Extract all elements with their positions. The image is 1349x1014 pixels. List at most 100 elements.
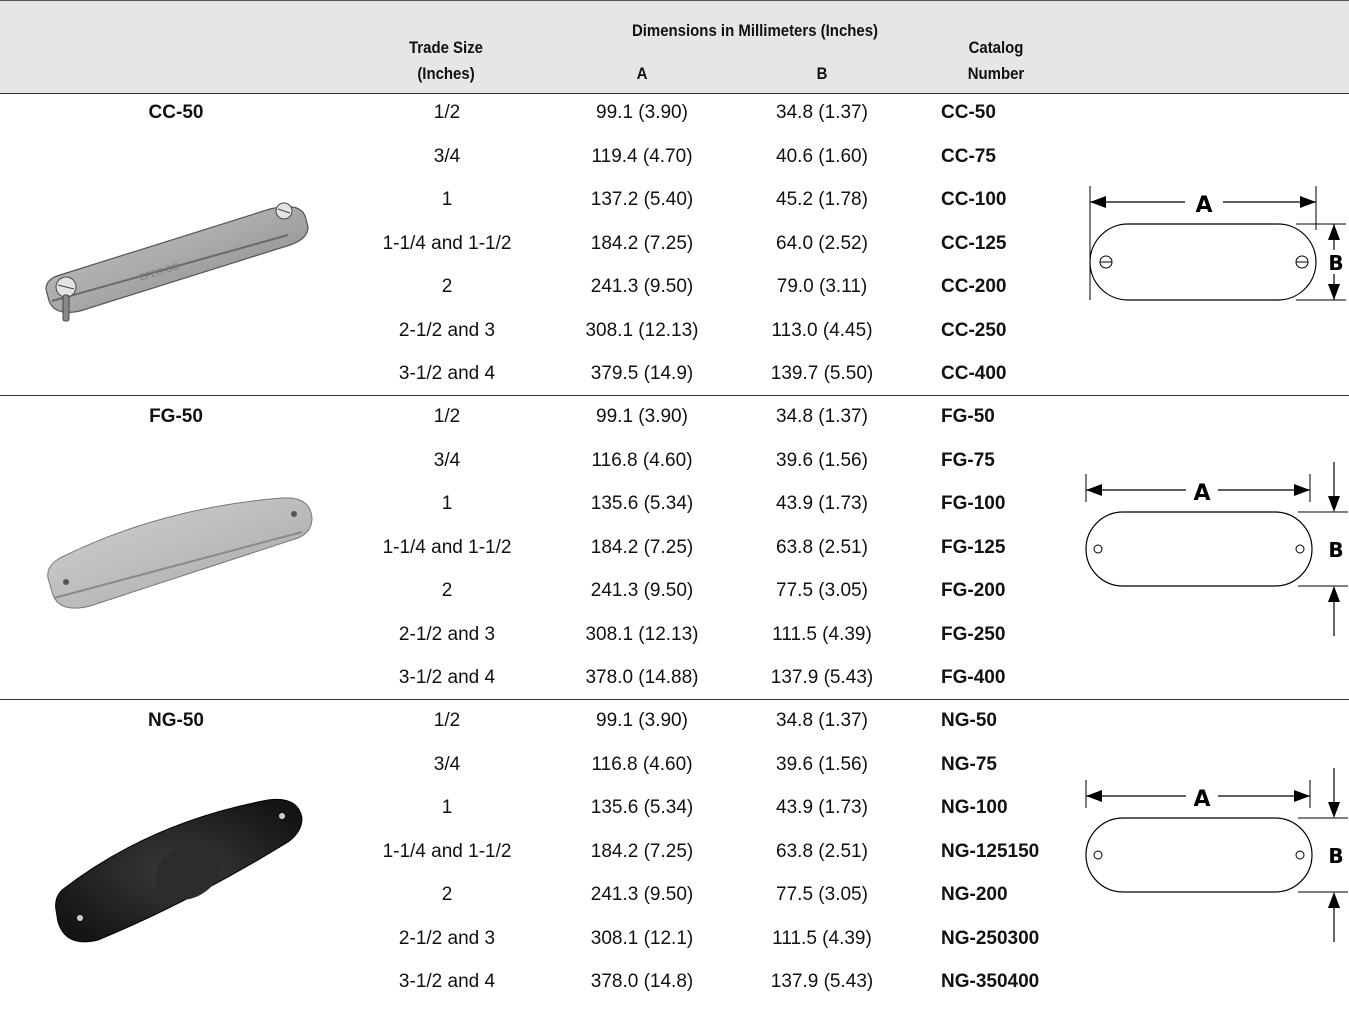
- trade-size-cell: 1-1/4 and 1-1/2: [382, 536, 512, 558]
- catalog-number-cell: FG-100: [941, 493, 1006, 514]
- table-row: 1/2 99.1 (3.90) 34.8 (1.37) NG-50: [0, 710, 1080, 753]
- trade-size-cell: 1-1/4 and 1-1/2: [382, 232, 512, 254]
- dimension-b-label: B: [1328, 844, 1343, 868]
- dimension-a-label: A: [1193, 787, 1210, 812]
- catalog-number-cell: NG-50: [941, 710, 997, 731]
- catalog-number-cell: CC-400: [941, 363, 1007, 384]
- dimension-b-cell: 63.8 (2.51): [776, 840, 868, 862]
- trade-size-cell: 2-1/2 and 3: [398, 927, 496, 949]
- trade-size-header: Trade Size: [408, 38, 484, 57]
- trade-size-cell: 3-1/2 and 4: [398, 363, 496, 384]
- catalog-number-cell: CC-50: [941, 102, 996, 123]
- catalog-number-cell: CC-250: [941, 319, 1007, 341]
- catalog-number-cell: FG-75: [941, 449, 995, 471]
- table-row: 3/4 119.4 (4.70) 40.6 (1.60) CC-75: [0, 146, 1080, 189]
- ng-cover-photo: [55, 798, 303, 943]
- table-row: 1/2 99.1 (3.90) 34.8 (1.37) CC-50: [0, 102, 1080, 145]
- table-row: 2-1/2 and 3 308.1 (12.13) 113.0 (4.45) CC-2…: [0, 320, 1080, 363]
- table-row: 1-1/4 and 1-1/2 184.2 (7.25) 63.8 (2.51) FG…: [0, 537, 1080, 580]
- table-row: 3/4 116.8 (4.60) 39.6 (1.56) NG-75: [0, 754, 1080, 797]
- dimension-a-cell: 184.2 (7.25): [590, 232, 694, 254]
- catalog-number-cell: NG-250300: [941, 927, 1040, 949]
- dimension-b-cell: 43.9 (1.73): [776, 797, 868, 818]
- catalog-number-cell: NG-100: [941, 797, 1008, 818]
- dimension-a-cell: 135.6 (5.34): [590, 493, 694, 514]
- catalog-number-cell: FG-125: [941, 536, 1006, 558]
- dimension-b-cell: 45.2 (1.78): [776, 189, 868, 210]
- dimension-b-cell: 40.6 (1.60): [776, 145, 868, 167]
- cc-cover-photo: EFEG-CO: [45, 202, 309, 322]
- catalog-number-cell: NG-75: [941, 753, 997, 775]
- trade-size-cell: 3-1/2 and 4: [398, 971, 496, 992]
- catalog-number-cell: FG-250: [941, 623, 1006, 645]
- section-divider: [0, 699, 1349, 700]
- trade-size-cell: 1/2: [433, 102, 461, 123]
- trade-size-cell: 2-1/2 and 3: [398, 623, 496, 645]
- column-b-header: B: [816, 64, 828, 83]
- dimension-b-cell: 43.9 (1.73): [776, 493, 868, 514]
- dimension-b-cell: 139.7 (5.50): [770, 363, 874, 384]
- trade-size-cell: 2: [441, 884, 453, 905]
- trade-size-cell: 2-1/2 and 3: [398, 319, 496, 341]
- table-header: Dimensions in Millimeters (Inches) Trade…: [0, 0, 1349, 94]
- catalog-number-cell: FG-50: [941, 406, 995, 427]
- catalog-number-cell: CC-125: [941, 232, 1007, 254]
- trade-size-cell: 1-1/4 and 1-1/2: [382, 840, 512, 862]
- section-cc: CC-50 EFEG-CO A: [0, 92, 1349, 395]
- catalog-number-cell: CC-100: [941, 189, 1007, 210]
- dimension-b-cell: 79.0 (3.11): [776, 276, 868, 297]
- dimension-b-cell: 64.0 (2.52): [776, 232, 868, 254]
- table-row: 3/4 116.8 (4.60) 39.6 (1.56) FG-75: [0, 450, 1080, 493]
- dimension-a-label: A: [1193, 481, 1210, 506]
- fg-cover-photo: [47, 497, 313, 609]
- table-row: 2-1/2 and 3 308.1 (12.1) 111.5 (4.39) NG-25…: [0, 928, 1080, 971]
- table-row: 1-1/4 and 1-1/2 184.2 (7.25) 63.8 (2.51) NG…: [0, 841, 1080, 884]
- trade-size-cell: 1/2: [433, 406, 461, 427]
- dimension-a-cell: 116.8 (4.60): [591, 753, 693, 775]
- catalog-number-cell: CC-75: [941, 145, 996, 167]
- dimension-a-cell: 184.2 (7.25): [590, 536, 694, 558]
- dimension-a-cell: 135.6 (5.34): [590, 797, 694, 818]
- section-divider: [0, 395, 1349, 396]
- trade-size-cell: 1: [441, 189, 453, 210]
- dimension-a-cell: 308.1 (12.13): [585, 319, 699, 341]
- catalog-number-cell: FG-200: [941, 580, 1006, 601]
- table-row: 1-1/4 and 1-1/2 184.2 (7.25) 64.0 (2.52) CC…: [0, 233, 1080, 276]
- dimension-b-cell: 111.5 (4.39): [772, 623, 872, 645]
- table-row: 1 137.2 (5.40) 45.2 (1.78) CC-100: [0, 189, 1080, 232]
- dimension-a-cell: 308.1 (12.1): [590, 927, 694, 949]
- fg-dimension-diagram: A B: [1085, 462, 1348, 636]
- trade-size-cell: 2: [441, 276, 453, 297]
- table-row: 1 135.6 (5.34) 43.9 (1.73) FG-100: [0, 493, 1080, 536]
- dimension-a-cell: 308.1 (12.13): [585, 623, 699, 645]
- column-a-header: A: [636, 64, 648, 83]
- product-label: NG-50: [148, 710, 204, 731]
- catalog-number-cell: NG-200: [941, 884, 1008, 905]
- trade-size-cell: 2: [441, 580, 453, 601]
- dimension-a-cell: 99.1 (3.90): [596, 102, 688, 123]
- dimension-a-cell: 116.8 (4.60): [591, 449, 693, 471]
- dimension-b-cell: 63.8 (2.51): [776, 536, 868, 558]
- dimensions-group-header: Dimensions in Millimeters (Inches): [631, 21, 879, 40]
- trade-size-cell: 3/4: [433, 753, 461, 775]
- dimension-b-cell: 77.5 (3.05): [776, 884, 868, 905]
- dimension-b-cell: 113.0 (4.45): [771, 319, 873, 341]
- catalog-number-cell: FG-400: [941, 667, 1006, 688]
- section-fg: FG-50 A B 1/2 99.1 (3.90) 34.: [0, 396, 1349, 699]
- trade-size-cell: 3-1/2 and 4: [398, 667, 496, 688]
- table-row: 1 135.6 (5.34) 43.9 (1.73) NG-100: [0, 797, 1080, 840]
- dimension-a-cell: 241.3 (9.50): [590, 580, 694, 601]
- table-row: 2-1/2 and 3 308.1 (12.13) 111.5 (4.39) FG-2…: [0, 624, 1080, 667]
- cc-dimension-diagram: A B: [1089, 186, 1348, 301]
- dimension-b-cell: 34.8 (1.37): [776, 710, 868, 731]
- dimension-a-cell: 184.2 (7.25): [590, 840, 694, 862]
- product-label: FG-50: [149, 406, 203, 427]
- section-ng: NG-50 A B 1/2 99.1 (3.90) 34.8 (1.37) N: [0, 700, 1349, 998]
- product-label: CC-50: [148, 102, 204, 123]
- table-row: 1/2 99.1 (3.90) 34.8 (1.37) FG-50: [0, 406, 1080, 449]
- table-row: 3-1/2 and 4 378.0 (14.88) 137.9 (5.43) FG-4…: [0, 667, 1080, 710]
- dimension-b-cell: 111.5 (4.39): [772, 927, 872, 949]
- catalog-number-header: Number: [967, 64, 1025, 83]
- table-row: 2 241.3 (9.50) 77.5 (3.05) FG-200: [0, 580, 1080, 623]
- table-row: 3-1/2 and 4 378.0 (14.8) 137.9 (5.43) NG-35…: [0, 971, 1080, 1014]
